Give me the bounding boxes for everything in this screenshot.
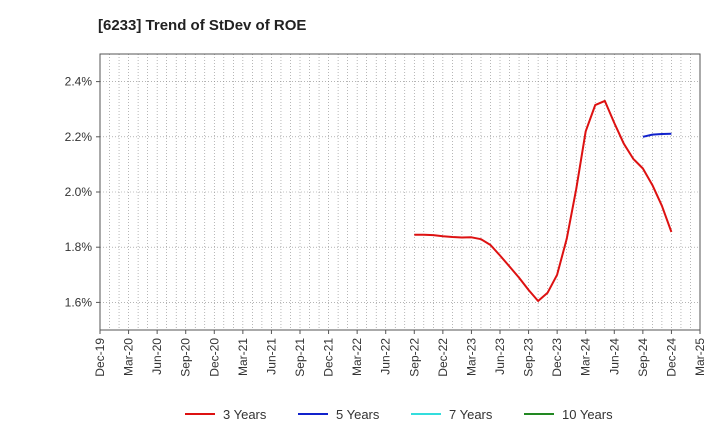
x-tick-label: Jun-20 bbox=[150, 338, 164, 375]
legend-label: 7 Years bbox=[449, 407, 493, 422]
legend-label: 10 Years bbox=[562, 407, 613, 422]
x-tick-label: Sep-20 bbox=[179, 338, 193, 377]
x-tick-label: Jun-23 bbox=[493, 338, 507, 375]
series-lines bbox=[414, 99, 673, 302]
series-line-5-years bbox=[642, 132, 672, 138]
legend: 3 Years 5 Years 7 Years 10 Years bbox=[185, 407, 613, 422]
x-tick-label: Dec-24 bbox=[664, 338, 678, 377]
y-tick-label: 1.6% bbox=[65, 295, 93, 309]
series-line-3-years bbox=[414, 99, 673, 302]
x-tick-label: Sep-22 bbox=[407, 338, 421, 377]
x-axis: Dec-19 Mar-20 Jun-20 Sep-20 Dec-20 Mar-21 Jun-… bbox=[93, 330, 707, 377]
x-tick-label: Dec-23 bbox=[550, 338, 564, 377]
y-tick-label: 2.4% bbox=[65, 75, 93, 89]
x-tick-label: Mar-25 bbox=[693, 338, 707, 376]
x-tick-label: Mar-21 bbox=[236, 338, 250, 376]
y-tick-label: 2.0% bbox=[65, 185, 93, 199]
x-tick-label: Dec-19 bbox=[93, 338, 107, 377]
x-tick-label: Dec-21 bbox=[322, 338, 336, 377]
x-tick-label: Jun-22 bbox=[379, 338, 393, 375]
grid bbox=[100, 54, 700, 330]
legend-label: 5 Years bbox=[336, 407, 380, 422]
y-tick-label: 1.8% bbox=[65, 240, 93, 254]
x-tick-label: Mar-20 bbox=[122, 338, 136, 376]
y-tick-label: 2.2% bbox=[65, 130, 93, 144]
x-tick-label: Mar-24 bbox=[579, 338, 593, 376]
x-tick-label: Jun-24 bbox=[607, 338, 621, 375]
y-axis: 1.6% 1.8% 2.0% 2.2% 2.4% bbox=[65, 75, 100, 309]
x-tick-label: Sep-23 bbox=[522, 338, 536, 377]
x-tick-label: Jun-21 bbox=[264, 338, 278, 375]
chart-title: [6233] Trend of StDev of ROE bbox=[98, 17, 306, 34]
x-tick-label: Dec-22 bbox=[436, 338, 450, 377]
x-tick-label: Sep-24 bbox=[636, 338, 650, 377]
x-tick-label: Mar-22 bbox=[350, 338, 364, 376]
legend-label: 3 Years bbox=[223, 407, 267, 422]
x-tick-label: Sep-21 bbox=[293, 338, 307, 377]
x-tick-label: Mar-23 bbox=[464, 338, 478, 376]
x-tick-label: Dec-20 bbox=[207, 338, 221, 377]
